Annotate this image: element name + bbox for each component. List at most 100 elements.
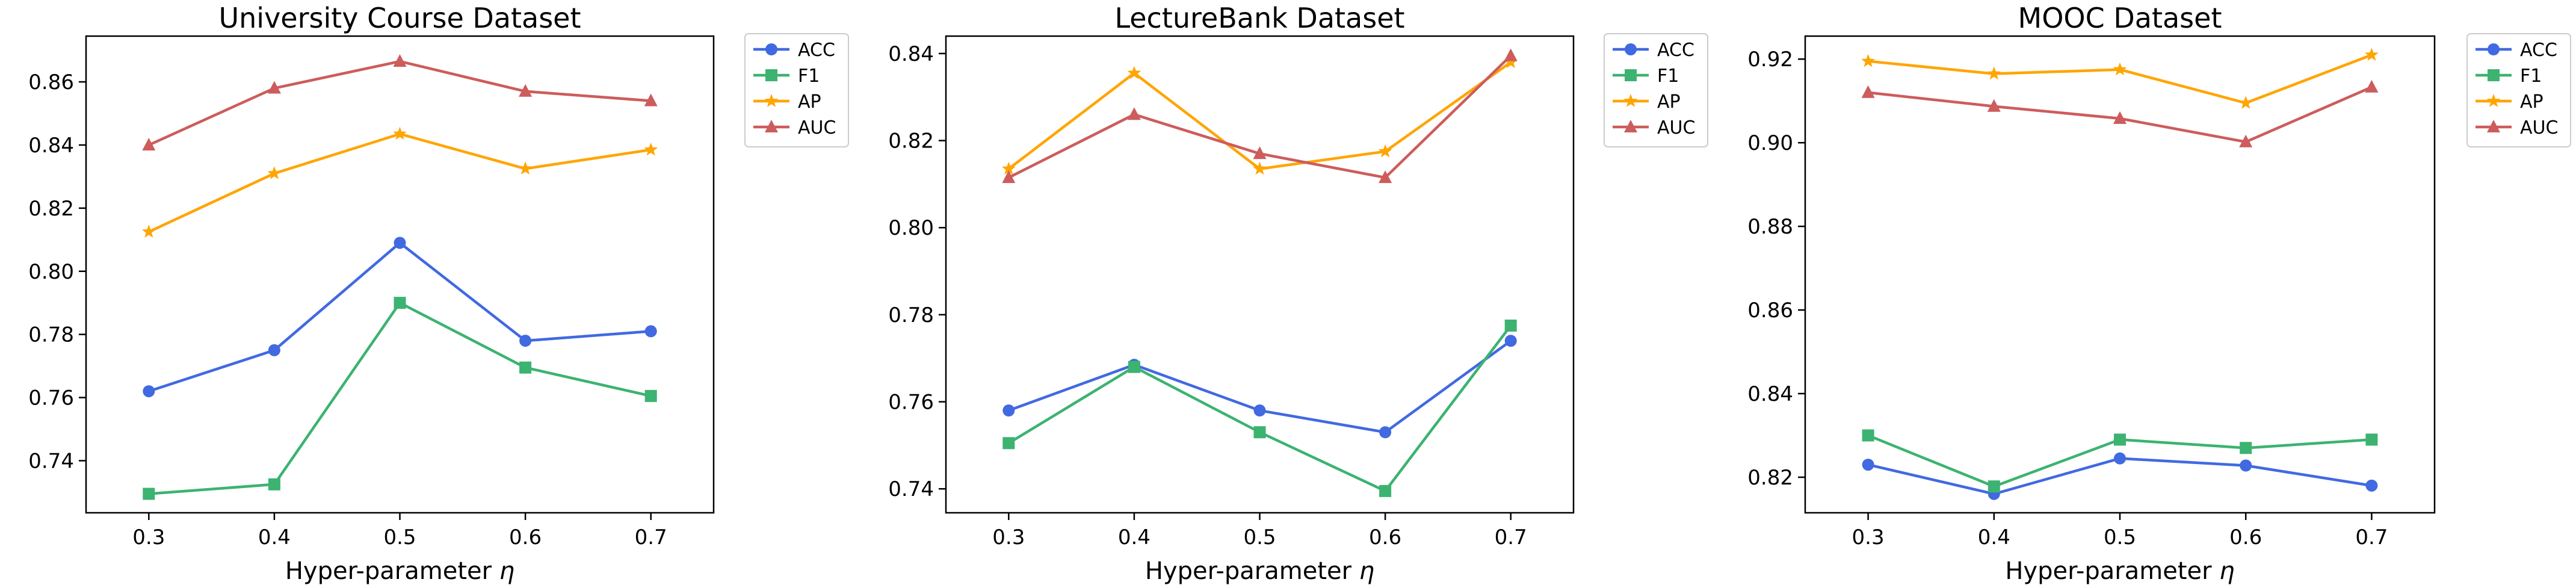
x-axis-label-text: Hyper-parameter bbox=[285, 557, 499, 585]
x-tick-label: 0.5 bbox=[2104, 525, 2136, 549]
legend: ACC F1 AP AUC bbox=[1604, 33, 1708, 147]
data-point-f1-3 bbox=[394, 297, 406, 309]
series-ap bbox=[141, 126, 658, 238]
legend-marker-ap bbox=[1623, 94, 1638, 107]
x-axis-label-symbol: η bbox=[2219, 557, 2234, 585]
data-point-acc-3 bbox=[2114, 452, 2126, 465]
data-point-acc-3 bbox=[394, 237, 406, 249]
data-point-f1-5 bbox=[644, 389, 657, 402]
x-axis-label: Hyper-parameter η bbox=[1145, 557, 1374, 585]
plot-frame bbox=[85, 35, 715, 514]
series-acc bbox=[1862, 452, 2378, 500]
x-tick-label: 0.3 bbox=[1852, 525, 1885, 549]
data-point-acc-1 bbox=[143, 385, 155, 398]
x-tick-label: 0.4 bbox=[258, 525, 291, 549]
y-tick-label: 0.78 bbox=[28, 323, 74, 347]
x-tick-label: 0.7 bbox=[2355, 525, 2388, 549]
x-axis-label-text: Hyper-parameter bbox=[2005, 557, 2219, 585]
legend-label-f1: F1 bbox=[2520, 66, 2542, 87]
legend-marker-auc bbox=[1624, 120, 1637, 132]
y-tick-label: 0.74 bbox=[28, 449, 74, 473]
legend-label-f1: F1 bbox=[798, 66, 820, 87]
y-tick-label: 0.84 bbox=[888, 42, 934, 66]
data-point-f1-1 bbox=[1002, 437, 1015, 450]
chart-title: LectureBank Dataset bbox=[1114, 2, 1404, 34]
y-tick-label: 0.74 bbox=[888, 477, 934, 501]
data-point-acc-4 bbox=[2240, 459, 2252, 472]
x-tick-label: 0.7 bbox=[635, 525, 667, 549]
y-tick-label: 0.80 bbox=[28, 260, 74, 284]
data-point-ap-4 bbox=[1378, 144, 1392, 158]
data-point-f1-2 bbox=[268, 478, 280, 491]
legend-label-ap: AP bbox=[798, 91, 821, 113]
x-axis-label-symbol: η bbox=[499, 557, 514, 585]
data-point-ap-3 bbox=[1253, 161, 1267, 175]
legend-marker-f1 bbox=[1625, 69, 1637, 81]
data-point-auc-3 bbox=[1253, 146, 1267, 159]
legend-marker-acc bbox=[1625, 43, 1637, 55]
data-point-acc-1 bbox=[1002, 404, 1015, 417]
legend-label-acc: ACC bbox=[2520, 40, 2557, 61]
series-ap bbox=[1861, 48, 2379, 109]
legend-marker-auc bbox=[765, 120, 778, 132]
series-line-ap bbox=[148, 132, 652, 234]
data-point-ap-2 bbox=[267, 166, 282, 179]
data-point-auc-1 bbox=[142, 137, 156, 150]
legend-label-acc: ACC bbox=[1657, 40, 1694, 61]
x-axis-label: Hyper-parameter η bbox=[285, 557, 514, 585]
data-point-f1-3 bbox=[2114, 433, 2126, 446]
data-point-acc-2 bbox=[268, 344, 280, 356]
data-point-acc-5 bbox=[644, 325, 657, 338]
data-point-ap-4 bbox=[2238, 96, 2253, 109]
chart-title: MOOC Dataset bbox=[2018, 2, 2222, 34]
y-tick-label: 0.86 bbox=[1747, 299, 1793, 323]
data-point-acc-4 bbox=[1379, 426, 1392, 439]
y-tick-label: 0.84 bbox=[1747, 382, 1793, 406]
legend-label-acc: ACC bbox=[798, 40, 835, 61]
plot-frame bbox=[945, 35, 1575, 514]
legend: ACC F1 AP AUC bbox=[2466, 33, 2571, 147]
legend-marker-f1 bbox=[765, 69, 777, 81]
x-tick-label: 0.5 bbox=[1243, 525, 1276, 549]
data-point-acc-1 bbox=[1862, 459, 1874, 471]
data-point-f1-4 bbox=[2240, 442, 2252, 454]
data-point-acc-3 bbox=[1253, 404, 1266, 417]
data-point-f1-2 bbox=[1988, 480, 2000, 493]
data-point-auc-5 bbox=[1504, 48, 1518, 61]
series-f1 bbox=[143, 297, 657, 500]
data-point-ap-1 bbox=[1861, 54, 1876, 67]
data-point-ap-2 bbox=[1987, 66, 2001, 80]
data-point-auc-3 bbox=[393, 54, 407, 67]
series-line-ap bbox=[1868, 54, 2373, 105]
y-tick-label: 0.84 bbox=[28, 134, 74, 158]
data-point-ap-1 bbox=[1001, 161, 1016, 175]
series-ap bbox=[1001, 55, 1518, 175]
data-point-f1-1 bbox=[143, 488, 155, 500]
chart-panel-2: LectureBank Dataset 0.3 0.4 0.5 0.6 0.7 0.74 0.… bbox=[888, 2, 1708, 585]
y-tick-label: 0.82 bbox=[1747, 466, 1793, 490]
data-point-f1-5 bbox=[1504, 319, 1517, 332]
data-point-f1-1 bbox=[1862, 429, 1874, 442]
data-point-ap-4 bbox=[518, 161, 533, 175]
series-auc bbox=[1861, 79, 2379, 147]
legend-box bbox=[2466, 33, 2571, 147]
legend: ACC F1 AP AUC bbox=[744, 33, 849, 147]
legend-marker-ap bbox=[2486, 94, 2501, 107]
data-point-auc-4 bbox=[2239, 134, 2253, 147]
legend-box bbox=[1604, 33, 1708, 147]
y-tick-label: 0.88 bbox=[1747, 215, 1793, 239]
data-point-auc-4 bbox=[1379, 170, 1392, 184]
x-axis-label: Hyper-parameter η bbox=[2005, 557, 2234, 585]
legend-label-ap: AP bbox=[2520, 91, 2544, 113]
data-point-f1-4 bbox=[1379, 484, 1392, 497]
x-tick-label: 0.4 bbox=[1118, 525, 1151, 549]
data-point-ap-1 bbox=[141, 224, 156, 238]
y-tick-label: 0.76 bbox=[28, 386, 74, 410]
data-point-acc-5 bbox=[2365, 479, 2378, 492]
data-point-f1-4 bbox=[519, 361, 532, 374]
x-tick-label: 0.4 bbox=[1978, 525, 2010, 549]
data-point-auc-5 bbox=[644, 93, 658, 107]
data-point-ap-5 bbox=[1504, 55, 1518, 69]
x-tick-label: 0.6 bbox=[509, 525, 542, 549]
data-point-auc-1 bbox=[1861, 85, 1875, 98]
